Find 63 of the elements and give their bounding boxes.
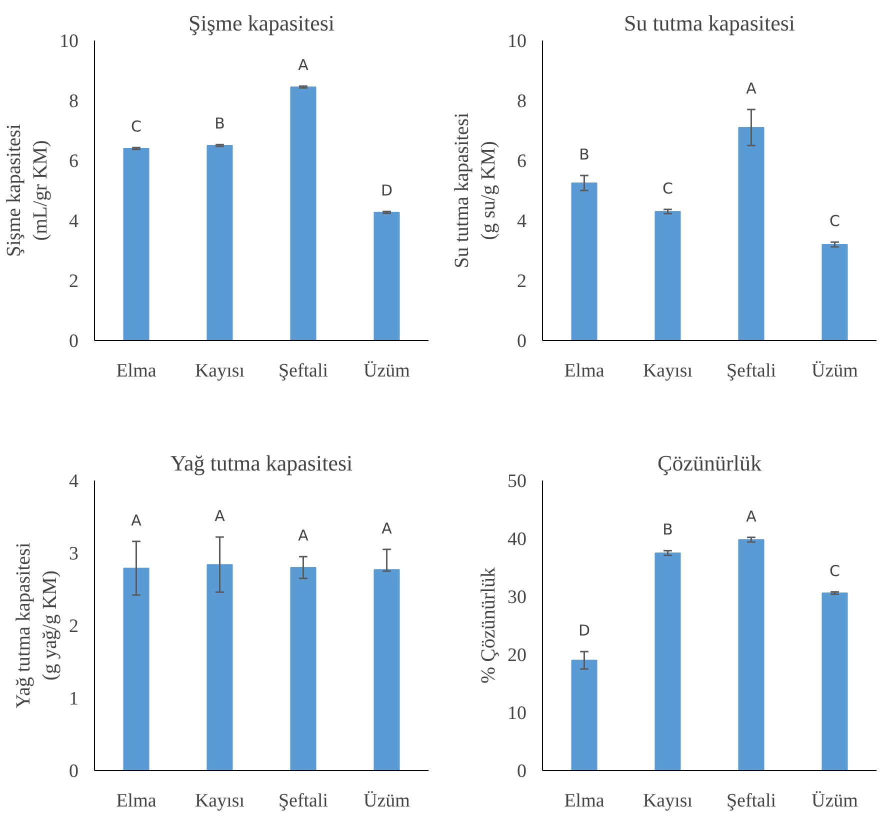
y-axis-title: Yağ tutma kapasitesi (g yağ/g KM) [12, 542, 61, 708]
y-tick-label: 10 [60, 31, 78, 52]
y-tick-label: 0 [69, 331, 78, 352]
y-tick-label: 0 [517, 331, 526, 352]
x-tick-label: Kayısı [194, 790, 245, 812]
annotation: C [131, 118, 142, 136]
y-tick-label: 10 [508, 31, 526, 52]
y-tick-label: 4 [69, 211, 79, 232]
y-tick-label: 0 [517, 761, 526, 782]
annotation: A [746, 80, 758, 98]
x-tick-label: Şeftali [278, 360, 328, 382]
y-tick-label: 2 [517, 271, 526, 292]
annotation: B [662, 520, 673, 539]
annotation: C [662, 179, 673, 198]
y-tick-label: 6 [517, 151, 526, 172]
x-tick-label: Elma [564, 790, 605, 812]
x-tick-label: Kayısı [194, 360, 245, 382]
x-tick-label: Şeftali [278, 790, 328, 812]
x-tick-label: Kayısı [642, 790, 693, 812]
chart-title: Yağ tutma kapasitesi [170, 450, 353, 476]
y-tick-label: 0 [69, 761, 78, 782]
y-axis-title: % Çözünürlük [478, 567, 500, 684]
annotation: A [131, 511, 142, 530]
annotation: C [830, 562, 840, 580]
annotation: A [214, 507, 226, 526]
y-tick-label: 4 [69, 471, 79, 492]
annotation: B [579, 146, 590, 164]
annotation: B [214, 114, 225, 133]
annotation: C [830, 212, 840, 230]
chart-title: Çözünürlük [658, 450, 762, 476]
x-tick-label: Şeftali [726, 360, 776, 382]
y-tick-label: 30 [508, 587, 526, 608]
x-tick-label: Elma [116, 790, 157, 812]
x-tick-label: Üzüm [364, 790, 410, 812]
y-tick-label: 50 [508, 471, 526, 492]
x-tick-label: Üzüm [812, 790, 858, 812]
annotation: A [746, 507, 758, 526]
y-tick-label: 2 [69, 616, 78, 637]
x-tick-label: Elma [116, 360, 157, 382]
annotation: A [298, 526, 310, 545]
x-tick-label: Şeftali [726, 790, 776, 812]
y-axis-title: Şişme kapasitesi (mL/gr KM) [3, 124, 52, 257]
annotation: A [382, 519, 393, 538]
y-tick-label: 6 [69, 151, 78, 172]
annotation: A [298, 56, 310, 74]
y-tick-label: 8 [69, 91, 78, 112]
y-tick-label: 40 [508, 529, 526, 550]
y-tick-label: 3 [69, 544, 78, 564]
y-tick-label: 10 [508, 703, 526, 724]
chart-title: Şişme kapasitesi [188, 10, 335, 36]
y-tick-label: 1 [69, 688, 78, 710]
annotation: D [578, 622, 590, 640]
x-tick-label: Kayısı [642, 360, 693, 382]
y-tick-label: 8 [517, 91, 526, 112]
chart-title: Su tutma kapasitesi [624, 10, 796, 36]
y-axis-title: Su tutma kapasitesi (g su/g KM) [451, 112, 500, 268]
x-tick-label: Elma [564, 360, 605, 382]
x-tick-label: Üzüm [812, 360, 858, 382]
x-tick-label: Üzüm [364, 360, 410, 382]
y-tick-label: 4 [517, 211, 527, 232]
y-tick-label: 2 [69, 271, 78, 292]
annotation: D [380, 182, 393, 200]
y-tick-label: 20 [508, 645, 526, 666]
